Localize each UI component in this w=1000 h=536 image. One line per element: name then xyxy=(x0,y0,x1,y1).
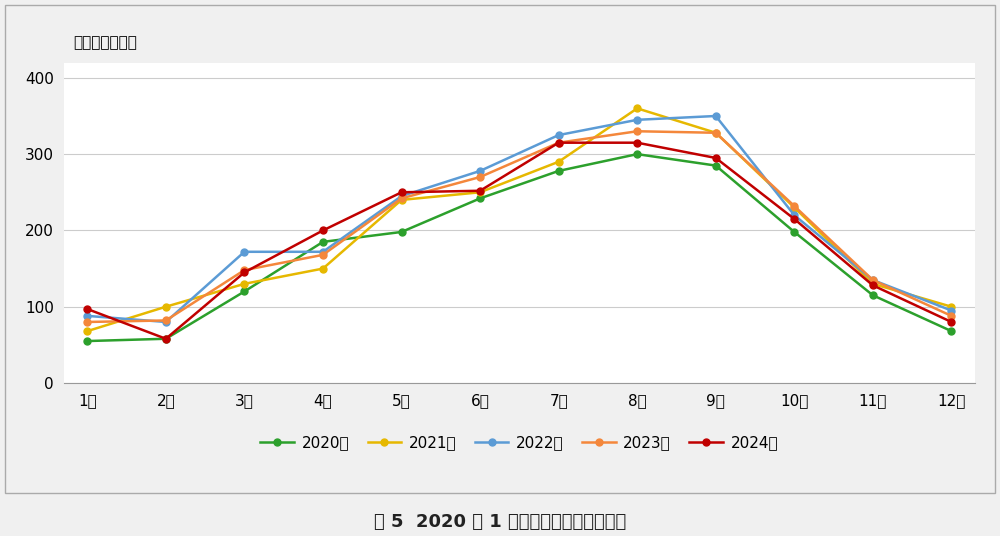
2024年 xyxy=(710,155,722,161)
2021年 xyxy=(631,105,643,111)
2022年 xyxy=(474,168,486,174)
2023年 xyxy=(238,267,250,273)
2020年 xyxy=(238,288,250,295)
2023年 xyxy=(474,174,486,180)
2021年 xyxy=(396,197,408,203)
2023年 xyxy=(81,319,93,325)
2021年 xyxy=(317,265,329,272)
2020年 xyxy=(788,229,800,235)
2021年 xyxy=(238,281,250,287)
2020年 xyxy=(553,168,565,174)
2021年 xyxy=(81,328,93,334)
2023年 xyxy=(710,130,722,136)
Line: 2024年: 2024年 xyxy=(84,139,955,342)
2021年 xyxy=(867,281,879,287)
2024年 xyxy=(788,216,800,222)
2020年 xyxy=(867,292,879,299)
2024年 xyxy=(945,319,957,325)
2024年 xyxy=(160,336,172,342)
2023年 xyxy=(867,277,879,283)
Line: 2022年: 2022年 xyxy=(84,113,955,325)
2022年 xyxy=(710,113,722,119)
2024年 xyxy=(867,282,879,288)
2024年 xyxy=(474,188,486,194)
2022年 xyxy=(631,117,643,123)
2023年 xyxy=(553,139,565,146)
2024年 xyxy=(317,227,329,234)
2022年 xyxy=(553,132,565,138)
Text: 水产饲料，万吨: 水产饲料，万吨 xyxy=(73,35,137,50)
2022年 xyxy=(867,277,879,283)
2022年 xyxy=(238,249,250,255)
2023年 xyxy=(317,251,329,258)
2021年 xyxy=(474,189,486,196)
2023年 xyxy=(631,128,643,135)
2022年 xyxy=(160,319,172,325)
2020年 xyxy=(160,336,172,342)
2024年 xyxy=(553,139,565,146)
Text: 图 5  2020 年 1 月以来水产饲料产量变化: 图 5 2020 年 1 月以来水产饲料产量变化 xyxy=(374,512,626,531)
2020年 xyxy=(317,239,329,245)
2021年 xyxy=(945,303,957,310)
2022年 xyxy=(81,312,93,319)
2024年 xyxy=(81,306,93,312)
2023年 xyxy=(396,195,408,202)
2020年 xyxy=(710,162,722,169)
2021年 xyxy=(710,130,722,136)
2024年 xyxy=(396,189,408,196)
2020年 xyxy=(631,151,643,158)
2023年 xyxy=(160,317,172,324)
2020年 xyxy=(945,328,957,334)
Line: 2023年: 2023年 xyxy=(84,128,955,325)
2023年 xyxy=(788,203,800,209)
2022年 xyxy=(317,249,329,255)
2021年 xyxy=(160,303,172,310)
Line: 2020年: 2020年 xyxy=(84,151,955,345)
2023年 xyxy=(945,312,957,319)
2024年 xyxy=(631,139,643,146)
2022年 xyxy=(945,307,957,314)
2024年 xyxy=(238,269,250,276)
2022年 xyxy=(396,193,408,199)
Line: 2021年: 2021年 xyxy=(84,105,955,334)
2021年 xyxy=(788,204,800,211)
2020年 xyxy=(81,338,93,344)
Legend: 2020年, 2021年, 2022年, 2023年, 2024年: 2020年, 2021年, 2022年, 2023年, 2024年 xyxy=(254,429,784,456)
2022年 xyxy=(788,212,800,218)
2021年 xyxy=(553,159,565,165)
2020年 xyxy=(396,229,408,235)
2020年 xyxy=(474,195,486,202)
